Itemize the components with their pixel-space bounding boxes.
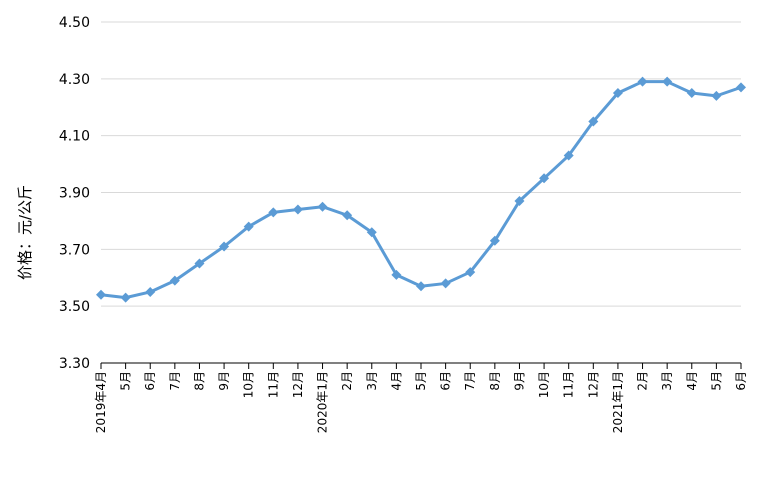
y-axis-title: 价格：元/公斤 bbox=[16, 185, 34, 280]
y-tick-label: 3.70 bbox=[59, 242, 90, 258]
x-tick-label: 3月 bbox=[660, 371, 674, 391]
x-tick-label: 12月 bbox=[586, 371, 600, 398]
y-tick-label: 4.50 bbox=[59, 15, 90, 31]
x-tick-label: 2021年1月 bbox=[611, 371, 625, 433]
x-tick-label: 8月 bbox=[192, 371, 206, 391]
data-point bbox=[612, 88, 623, 99]
data-point bbox=[711, 90, 722, 101]
y-tick-label: 3.90 bbox=[59, 186, 90, 202]
data-point bbox=[662, 76, 673, 87]
x-tick-label: 11月 bbox=[266, 371, 280, 398]
x-tick-label: 3月 bbox=[365, 371, 379, 391]
x-tick-label: 4月 bbox=[685, 371, 699, 391]
x-tick-label: 2月 bbox=[636, 371, 650, 391]
data-point bbox=[120, 292, 131, 303]
x-tick-label: 5月 bbox=[709, 371, 723, 391]
data-point bbox=[489, 235, 500, 246]
data-point bbox=[169, 275, 180, 286]
labels: 3.30 3.50 3.70 3.90 4.10 4.30 4.50 2019年4月 5月 6月 7… bbox=[59, 15, 748, 433]
data-point bbox=[342, 210, 353, 221]
series-price bbox=[96, 76, 746, 303]
gridlines bbox=[101, 21, 741, 307]
x-tick-label: 7月 bbox=[463, 371, 477, 391]
x-tick-label: 6月 bbox=[439, 371, 453, 391]
data-point bbox=[416, 281, 426, 292]
x-tick-label: 7月 bbox=[168, 371, 182, 391]
y-tick-label: 4.10 bbox=[59, 129, 90, 145]
data-point bbox=[145, 286, 156, 297]
data-point bbox=[317, 201, 328, 212]
data-point bbox=[366, 227, 377, 238]
x-tick-label: 8月 bbox=[488, 371, 502, 391]
x-tick-label: 12月 bbox=[291, 371, 305, 398]
x-tick-label: 2019年4月 bbox=[94, 371, 108, 433]
x-tick-label: 6月 bbox=[143, 371, 157, 391]
axes bbox=[100, 362, 742, 369]
y-tick-label: 3.50 bbox=[59, 299, 90, 315]
x-tick-label: 9月 bbox=[512, 371, 526, 391]
y-tick-label: 4.30 bbox=[59, 72, 90, 88]
x-tick-label: 11月 bbox=[562, 371, 576, 398]
data-point bbox=[194, 258, 205, 269]
x-tick-label: 9月 bbox=[217, 371, 231, 391]
data-point bbox=[736, 82, 746, 93]
data-point bbox=[637, 76, 648, 87]
data-point bbox=[514, 196, 525, 207]
data-point bbox=[391, 269, 402, 280]
x-tick-label: 10月 bbox=[537, 371, 551, 398]
data-point bbox=[292, 204, 303, 215]
x-tick-label: 6月 bbox=[734, 371, 748, 391]
data-point bbox=[686, 88, 697, 99]
x-tick-label: 10月 bbox=[242, 371, 256, 398]
data-point bbox=[440, 278, 451, 289]
y-tick-label: 3.30 bbox=[59, 356, 90, 372]
data-point bbox=[563, 150, 574, 161]
x-tick-label: 2月 bbox=[340, 371, 354, 391]
x-tick-label: 5月 bbox=[119, 371, 133, 391]
x-tick-label: 5月 bbox=[414, 371, 428, 391]
data-point bbox=[588, 116, 599, 127]
data-point bbox=[96, 289, 106, 300]
data-point bbox=[219, 241, 230, 252]
x-tick-label: 4月 bbox=[389, 371, 403, 391]
data-point bbox=[268, 207, 279, 218]
data-point bbox=[243, 221, 254, 232]
x-tick-label: 2020年1月 bbox=[316, 371, 330, 433]
data-point bbox=[465, 267, 476, 278]
data-point bbox=[539, 173, 550, 184]
